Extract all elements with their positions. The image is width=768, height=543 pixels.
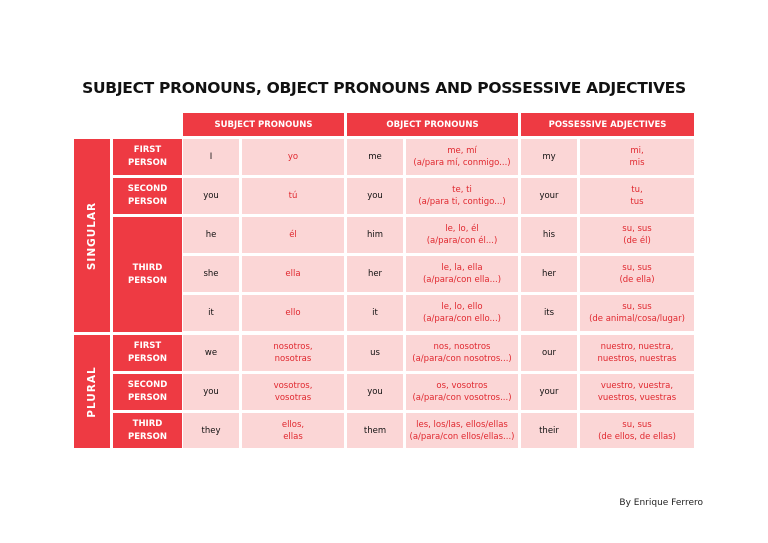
cell-subj-en: he — [183, 217, 239, 253]
person-plural-third: THIRD PERSON — [113, 413, 182, 448]
cell-poss-es: su, sus (de ella) — [580, 256, 694, 292]
cell-poss-en: her — [521, 256, 577, 292]
cell-subj-en: she — [183, 256, 239, 292]
cell-subj-en: it — [183, 295, 239, 331]
person-singular-third: THIRD PERSON — [113, 217, 182, 332]
cell-obj-en: them — [347, 413, 403, 448]
cell-subj-es: ello — [242, 295, 344, 331]
group-singular-label: SINGULAR — [86, 201, 98, 270]
person-plural-second: SECOND PERSON — [113, 374, 182, 410]
person-plural-first: FIRST PERSON — [113, 335, 182, 371]
cell-obj-en: you — [347, 178, 403, 214]
cell-obj-es: te, ti (a/para ti, contigo...) — [406, 178, 518, 214]
cell-subj-es: ella — [242, 256, 344, 292]
cell-subj-es: ellos, ellas — [242, 413, 344, 448]
cell-poss-es: mi, mis — [580, 139, 694, 175]
cell-poss-en: your — [521, 178, 577, 214]
cell-poss-es: vuestro, vuestra, vuestros, vuestras — [580, 374, 694, 410]
person-singular-second: SECOND PERSON — [113, 178, 182, 214]
cell-obj-es: le, lo, él (a/para/con él...) — [406, 217, 518, 253]
cell-subj-en: they — [183, 413, 239, 448]
cell-obj-es: les, los/las, ellos/ellas (a/para/con el… — [406, 413, 518, 448]
cell-poss-es: su, sus (de animal/cosa/lugar) — [580, 295, 694, 331]
cell-subj-en: you — [183, 374, 239, 410]
cell-subj-en: you — [183, 178, 239, 214]
cell-subj-es: tú — [242, 178, 344, 214]
cell-subj-es: vosotros, vosotras — [242, 374, 344, 410]
cell-obj-en: me — [347, 139, 403, 175]
cell-obj-es: os, vosotros (a/para/con vosotros...) — [406, 374, 518, 410]
page-title: SUBJECT PRONOUNS, OBJECT PRONOUNS AND PO… — [82, 79, 686, 97]
person-singular-first: FIRST PERSON — [113, 139, 182, 175]
cell-poss-en: our — [521, 335, 577, 371]
cell-subj-es: él — [242, 217, 344, 253]
cell-poss-en: my — [521, 139, 577, 175]
cell-obj-es: nos, nosotros (a/para/con nosotros...) — [406, 335, 518, 371]
cell-obj-es: le, la, ella (a/para/con ella...) — [406, 256, 518, 292]
cell-poss-es: tu, tus — [580, 178, 694, 214]
cell-subj-en: we — [183, 335, 239, 371]
group-plural: PLURAL — [74, 335, 110, 448]
group-singular: SINGULAR — [74, 139, 110, 332]
cell-poss-es: nuestro, nuestra, nuestros, nuestras — [580, 335, 694, 371]
header-possessive-adjectives: POSSESSIVE ADJECTIVES — [521, 113, 694, 136]
header-subject-pronouns: SUBJECT PRONOUNS — [183, 113, 344, 136]
cell-subj-en: I — [183, 139, 239, 175]
cell-poss-en: your — [521, 374, 577, 410]
cell-poss-en: its — [521, 295, 577, 331]
header-object-pronouns: OBJECT PRONOUNS — [347, 113, 518, 136]
cell-obj-en: you — [347, 374, 403, 410]
group-plural-label: PLURAL — [86, 365, 98, 418]
cell-obj-es: le, lo, ello (a/para/con ello...) — [406, 295, 518, 331]
cell-obj-es: me, mí (a/para mí, conmigo...) — [406, 139, 518, 175]
cell-obj-en: her — [347, 256, 403, 292]
credit: By Enrique Ferrero — [619, 498, 703, 508]
cell-obj-en: it — [347, 295, 403, 331]
cell-poss-en: his — [521, 217, 577, 253]
cell-obj-en: us — [347, 335, 403, 371]
cell-poss-en: their — [521, 413, 577, 448]
cell-poss-es: su, sus (de ellos, de ellas) — [580, 413, 694, 448]
cell-subj-es: yo — [242, 139, 344, 175]
cell-poss-es: su, sus (de él) — [580, 217, 694, 253]
cell-subj-es: nosotros, nosotras — [242, 335, 344, 371]
cell-obj-en: him — [347, 217, 403, 253]
